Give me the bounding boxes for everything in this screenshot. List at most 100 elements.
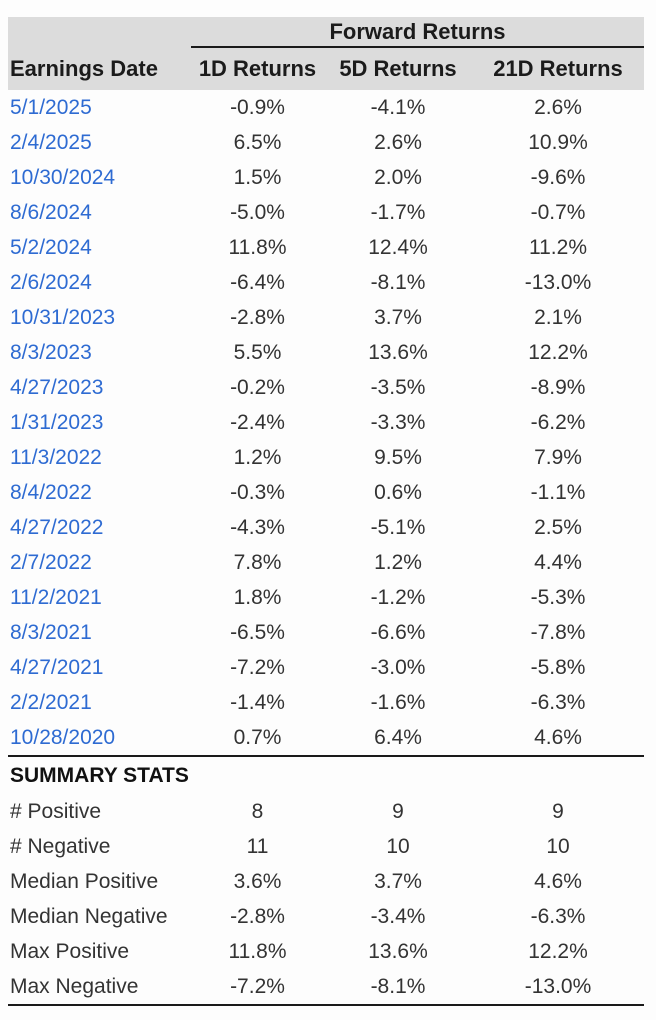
return-value-21d: -0.7%: [530, 200, 586, 224]
earnings-date-link[interactable]: 2/2/2021: [10, 690, 92, 714]
earnings-date-link[interactable]: 8/6/2024: [10, 200, 92, 224]
earnings-date-link[interactable]: 4/27/2023: [10, 375, 104, 399]
return-value-5d: -1.2%: [370, 585, 426, 609]
table-row: 10/30/2024 1.5% 2.0% -9.6%: [8, 160, 644, 195]
return-value-21d: 2.5%: [534, 515, 582, 539]
summary-row: # Negative 11 10 10: [8, 829, 644, 864]
table-row: 8/3/2021 -6.5% -6.6% -7.8%: [8, 615, 644, 650]
column-header-1d-returns: 1D Returns: [191, 47, 324, 90]
summary-section: SUMMARY STATS # Positive 8 9 9 # Negative 11 1…: [8, 755, 645, 1006]
summary-value-5d: -3.4%: [370, 904, 426, 928]
return-value-21d: -13.0%: [524, 270, 592, 294]
return-value-5d: -8.1%: [370, 270, 426, 294]
earnings-date-link[interactable]: 4/27/2021: [10, 655, 104, 679]
return-value-21d: 10.9%: [528, 130, 588, 154]
table-header: Forward Returns Earnings Date 1D Returns…: [8, 17, 645, 90]
return-value-21d: -7.8%: [530, 620, 586, 644]
return-value-5d: -6.6%: [370, 620, 426, 644]
summary-value-5d: -8.1%: [324, 969, 472, 1006]
forward-returns-table: Forward Returns Earnings Date 1D Returns…: [8, 17, 645, 1006]
return-value-1d: -4.3%: [230, 515, 285, 539]
return-value-1d: -1.4%: [230, 690, 285, 714]
return-value-5d: 0.6%: [374, 480, 422, 504]
summary-row: Median Positive 3.6% 3.7% 4.6%: [8, 864, 644, 899]
column-header-5d-returns: 5D Returns: [324, 47, 472, 90]
summary-stat-label: Max Negative: [8, 969, 191, 1006]
earnings-date-link[interactable]: 10/28/2020: [10, 725, 116, 749]
return-value-1d: -6.5%: [230, 620, 285, 644]
table-row: 8/6/2024 -5.0% -1.7% -0.7%: [8, 195, 644, 230]
earnings-date-link[interactable]: 11/3/2022: [10, 445, 102, 469]
return-value-5d: 2.0%: [374, 165, 422, 189]
return-value-1d: 1.5%: [233, 165, 282, 189]
return-value-5d: 9.5%: [374, 445, 422, 469]
summary-value-21d: 9: [552, 799, 564, 823]
summary-value-5d: 13.6%: [368, 939, 428, 963]
return-value-21d: 7.9%: [534, 445, 582, 469]
return-value-21d: 12.2%: [528, 340, 588, 364]
return-value-1d: -2.8%: [230, 305, 285, 329]
table-row: 2/4/2025 6.5% 2.6% 10.9%: [8, 125, 644, 160]
column-header-earnings-date: Earnings Date: [8, 47, 191, 90]
return-value-5d: -3.0%: [370, 655, 426, 679]
return-value-5d: -1.7%: [370, 200, 426, 224]
return-value-1d: -0.3%: [230, 480, 285, 504]
summary-value-1d: 8: [251, 799, 264, 823]
earnings-date-link[interactable]: 1/31/2023: [10, 410, 104, 434]
return-value-5d: -3.5%: [370, 375, 426, 399]
column-header-21d-returns: 21D Returns: [472, 47, 645, 90]
earnings-date-link[interactable]: 2/4/2025: [10, 130, 92, 154]
summary-value-5d: 3.7%: [374, 869, 422, 893]
earnings-date-link[interactable]: 8/3/2021: [10, 620, 92, 644]
table-row: 4/27/2023 -0.2% -3.5% -8.9%: [8, 370, 644, 405]
return-value-1d: -0.2%: [230, 375, 285, 399]
earnings-date-link[interactable]: 5/2/2024: [10, 235, 92, 259]
return-value-1d: 1.2%: [233, 445, 282, 469]
summary-title-row: SUMMARY STATS: [8, 755, 645, 794]
earnings-date-link[interactable]: 10/31/2023: [10, 305, 116, 329]
summary-value-21d: -13.0%: [472, 969, 645, 1006]
return-value-5d: 13.6%: [368, 340, 428, 364]
summary-stat-label: Median Negative: [10, 904, 168, 928]
earnings-date-link[interactable]: 2/6/2024: [10, 270, 92, 294]
return-value-21d: -6.2%: [530, 410, 586, 434]
column-header-row: Earnings Date 1D Returns 5D Returns 21D …: [8, 47, 645, 90]
table-row: 8/3/2023 5.5% 13.6% 12.2%: [8, 335, 644, 370]
summary-value-5d: 10: [386, 834, 410, 858]
return-value-1d: -0.9%: [230, 95, 285, 119]
return-value-21d: 2.1%: [534, 305, 582, 329]
earnings-date-link[interactable]: 5/1/2025: [10, 95, 92, 119]
earnings-date-link[interactable]: 8/3/2023: [10, 340, 92, 364]
return-value-5d: 1.2%: [374, 550, 422, 574]
return-value-1d: -5.0%: [230, 200, 285, 224]
earnings-date-link[interactable]: 8/4/2022: [10, 480, 92, 504]
earnings-date-link[interactable]: 11/2/2021: [10, 585, 102, 609]
returns-rows: 5/1/2025 -0.9% -4.1% 2.6% 2/4/2025 6.5% 2.6% 10…: [8, 90, 644, 756]
summary-stat-label: # Negative: [10, 834, 111, 858]
table-row: 4/27/2021 -7.2% -3.0% -5.8%: [8, 650, 644, 685]
summary-stat-label: Max Positive: [10, 939, 130, 963]
summary-row: Max Negative -7.2% -8.1% -13.0%: [8, 969, 645, 1006]
return-value-5d: 3.7%: [374, 305, 422, 329]
summary-row: # Positive 8 9 9: [8, 794, 644, 829]
return-value-1d: 11.8%: [228, 235, 287, 259]
summary-row: Max Positive 11.8% 13.6% 12.2%: [8, 934, 644, 969]
return-value-1d: 6.5%: [233, 130, 282, 154]
summary-value-1d: 3.6%: [233, 869, 282, 893]
group-header-title: Forward Returns: [191, 17, 645, 48]
summary-value-1d: -7.2%: [191, 969, 324, 1006]
return-value-1d: -7.2%: [230, 655, 285, 679]
return-value-21d: 2.6%: [534, 95, 582, 119]
summary-value-1d: -2.8%: [230, 904, 285, 928]
return-value-5d: 12.4%: [368, 235, 428, 259]
group-header-row: Forward Returns: [8, 17, 645, 48]
earnings-date-link[interactable]: 2/7/2022: [10, 550, 92, 574]
table-row: 11/3/2022 1.2% 9.5% 7.9%: [8, 440, 644, 475]
summary-value-1d: 11.8%: [228, 939, 287, 963]
return-value-1d: -2.4%: [230, 410, 285, 434]
earnings-date-link[interactable]: 4/27/2022: [10, 515, 104, 539]
summary-value-21d: 12.2%: [528, 939, 588, 963]
return-value-21d: 4.4%: [534, 550, 582, 574]
return-value-21d: -9.6%: [530, 165, 586, 189]
earnings-date-link[interactable]: 10/30/2024: [10, 165, 116, 189]
